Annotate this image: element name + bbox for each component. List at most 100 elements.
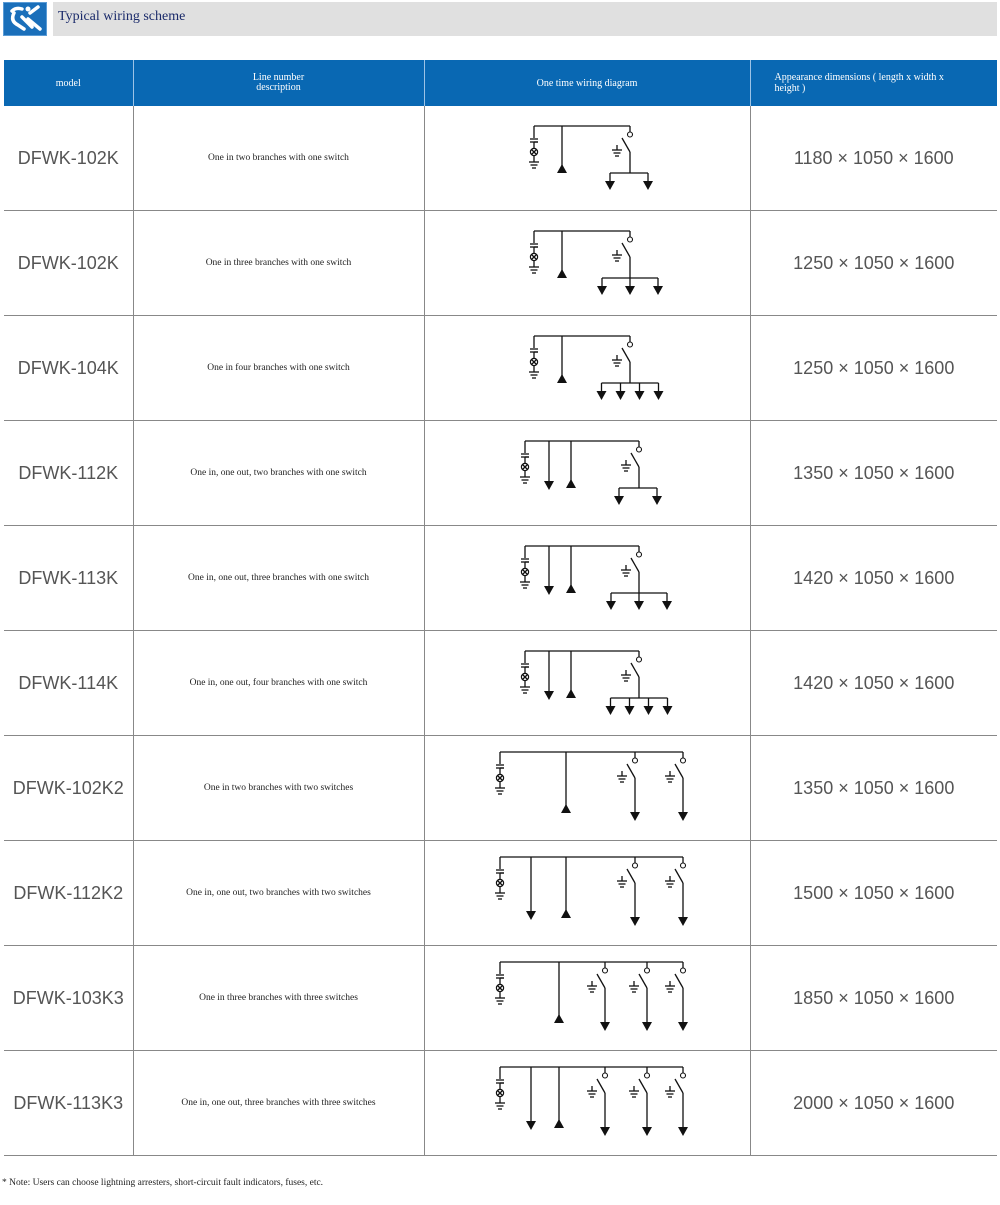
dimensions-cell: 2000 × 1050 × 1600 [749,1050,997,1156]
outgoing-arrow-icon [543,481,554,490]
wiring-diagram [519,545,672,610]
incoming-arrow-icon [560,909,571,918]
branch-arrow-icon [677,1022,688,1031]
table-row: DFWK-112K2 One in, one out, two branches… [4,840,997,946]
description-cell: One in, one out, two branches with one s… [132,420,424,526]
lamp-cross [496,985,503,991]
description-cell: One in, one out, two branches with two s… [132,840,424,946]
incoming-arrow-icon [556,374,567,383]
diagram-cell [423,315,750,421]
dimensions-cell: 1250 × 1050 × 1600 [749,315,997,421]
branch-arrow-icon [596,391,606,400]
switch-blade [673,763,684,779]
contact-icon [626,131,633,138]
wiring-scheme-table: model Line number description One time w… [4,60,997,1156]
wiring-diagram [519,650,672,715]
description-cell: One in three branches with one switch [132,210,424,316]
dimensions-cell: 1350 × 1050 × 1600 [749,420,997,526]
description-cell: One in, one out, three branches with thr… [132,1050,424,1156]
table-row: DFWK-104K One in four branches with one … [4,315,997,421]
outgoing-arrow-icon [525,1121,536,1130]
table-row: DFWK-113K3 One in, one out, three branch… [4,1050,997,1156]
branch-arrow-icon [662,706,672,715]
contact-icon [626,236,633,243]
branch-arrow-icon [613,496,624,505]
branch-arrow-icon [633,601,644,610]
dimensions-cell: 1350 × 1050 × 1600 [749,735,997,841]
branch-arrow-icon [604,181,615,190]
page-header: Typical wiring scheme [3,2,997,36]
branch-arrow-icon [634,391,644,400]
description-cell: One in two branches with two switches [132,735,424,841]
wiring-diagram [494,1066,688,1136]
contact-icon [626,341,633,348]
branch-arrow-icon [624,706,634,715]
incoming-arrow-icon [565,689,576,698]
switch-blade [620,242,631,258]
branch-arrow-icon [615,391,625,400]
wiring-diagram [494,751,688,821]
contact-icon [635,551,642,558]
incoming-arrow-icon [553,1119,564,1128]
branch-arrow-icon [605,706,615,715]
branch-arrow-icon [651,496,662,505]
switch-blade [625,868,636,884]
branch-arrow-icon [599,1127,610,1136]
diagram-cell [423,630,750,736]
table-row: DFWK-102K2 One in two branches with two … [4,735,997,841]
branch-arrow-icon [642,181,653,190]
contact-icon [679,967,686,974]
dimensions-cell: 1420 × 1050 × 1600 [749,630,997,736]
lamp-cross [521,464,528,470]
wiring-diagram [494,961,688,1031]
diagram-cell [423,210,750,316]
contact-icon [679,862,686,869]
diagram-cell [423,106,750,211]
contact-icon [635,656,642,663]
lamp-cross [521,674,528,680]
column-header-description-text: Line number description [252,72,305,93]
table-header-row: model Line number description One time w… [4,60,997,106]
table-row: DFWK-102K One in two branches with one s… [4,106,997,211]
description-cell: One in, one out, three branches with one… [132,525,424,631]
wiring-diagram [494,856,688,926]
model-cell: DFWK-112K [4,420,133,526]
branch-arrow-icon [629,812,640,821]
dimensions-cell: 1420 × 1050 × 1600 [749,525,997,631]
model-cell: DFWK-102K [4,106,133,211]
branch-arrow-icon [643,706,653,715]
dimensions-cell: 1500 × 1050 × 1600 [749,840,997,946]
branch-arrow-icon [605,601,616,610]
switch-blade [629,452,640,468]
description-cell: One in four branches with one switch [132,315,424,421]
column-header-description: Line number description [132,60,424,106]
contact-icon [643,1072,650,1079]
branch-arrow-icon [652,286,663,295]
footnote: * Note: Users can choose lightning arres… [2,1178,324,1188]
description-cell: One in, one out, four branches with one … [132,630,424,736]
contact-icon [631,862,638,869]
switch-blade [637,973,648,989]
diagram-cell [423,1050,750,1156]
incoming-arrow-icon [560,804,571,813]
wiring-diagram [528,335,663,400]
switch-blade [620,137,631,153]
incoming-arrow-icon [565,584,576,593]
dimensions-cell: 1850 × 1050 × 1600 [749,945,997,1051]
branch-arrow-icon [641,1127,652,1136]
contact-icon [643,967,650,974]
table-row: DFWK-112K One in, one out, two branches … [4,420,997,526]
model-cell: DFWK-113K [4,525,133,631]
outgoing-arrow-icon [543,691,554,700]
incoming-arrow-icon [556,269,567,278]
dimensions-cell: 1250 × 1050 × 1600 [749,210,997,316]
contact-icon [601,1072,608,1079]
diagram-cell [423,945,750,1051]
switch-blade [625,763,636,779]
branch-arrow-icon [599,1022,610,1031]
switch-blade [595,1078,606,1094]
model-cell: DFWK-114K [4,630,133,736]
contact-icon [679,1072,686,1079]
branch-arrow-icon [653,391,663,400]
description-cell: One in three branches with three switche… [132,945,424,1051]
